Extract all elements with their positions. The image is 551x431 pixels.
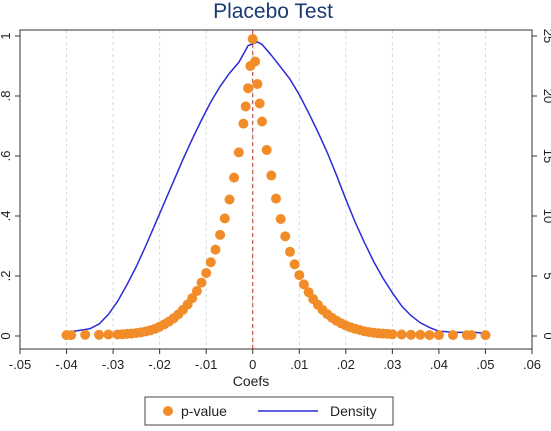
y-left-tick-label: .4: [0, 211, 13, 222]
p-value-point: [240, 101, 251, 112]
x-tick-label: .04: [430, 357, 448, 372]
y-left-tick-label: 1: [0, 32, 13, 39]
p-value-point: [196, 277, 207, 288]
x-tick-label: .06: [523, 357, 541, 372]
p-value-point: [466, 330, 477, 341]
y-right-tick-label: 10: [541, 209, 551, 223]
y-right-tick-label: 0: [541, 332, 551, 339]
p-value-point: [215, 229, 226, 240]
p-value-point: [229, 172, 240, 183]
y-left-tick-label: .2: [0, 271, 13, 282]
p-value-point: [94, 329, 105, 340]
legend-label-density: Density: [330, 403, 377, 419]
p-value-point: [298, 279, 309, 290]
p-value-point: [250, 56, 261, 67]
p-value-point: [387, 329, 398, 340]
density-line: [66, 41, 486, 335]
p-value-point: [238, 118, 249, 129]
x-tick-label: .05: [476, 357, 494, 372]
y-left-tick-label: .6: [0, 151, 13, 162]
p-value-point: [280, 231, 291, 242]
p-value-point: [187, 293, 198, 304]
p-value-point: [247, 34, 258, 44]
y-right-tick-label: 25: [541, 29, 551, 43]
y-axis-right: 0 5 10 15 20 25: [532, 29, 551, 340]
p-value-point: [252, 79, 263, 89]
x-axis-label: Coefs: [233, 373, 270, 389]
chart-title: Placebo Test: [213, 0, 333, 23]
x-tick-label: -.05: [9, 357, 31, 372]
p-value-point: [103, 329, 114, 340]
p-value-point: [424, 330, 435, 341]
x-tick-label: -.04: [55, 357, 77, 372]
p-value-point: [66, 330, 77, 341]
y-left-tick-label: .8: [0, 91, 13, 102]
legend-label-p-value: p-value: [181, 403, 227, 419]
p-value-point: [254, 98, 265, 109]
p-value-point: [80, 329, 91, 340]
y-right-tick-label: 20: [541, 89, 551, 103]
p-value-point: [233, 147, 244, 158]
grid-lines: [19, 30, 533, 349]
p-value-point: [205, 257, 216, 268]
p-value-point: [201, 268, 212, 278]
p-value-point: [224, 194, 235, 205]
p-value-point: [294, 270, 305, 281]
p-value-point: [266, 170, 277, 181]
p-value-point: [243, 83, 254, 94]
p-value-point: [406, 329, 416, 340]
p-value-point: [285, 246, 295, 257]
p-value-point: [480, 330, 491, 341]
x-tick-label: .01: [290, 357, 308, 372]
x-tick-label: .03: [383, 357, 401, 372]
x-tick-label: .02: [337, 357, 355, 372]
x-tick-label: -.02: [148, 357, 170, 372]
p-value-point: [289, 259, 300, 270]
p-value-point: [396, 329, 407, 340]
p-value-series: [61, 34, 491, 341]
p-value-point: [219, 213, 230, 224]
y-left-tick-label: 0: [0, 332, 13, 339]
legend-marker-p-value: [163, 406, 173, 416]
x-tick-label: -.01: [195, 357, 217, 372]
legend: p-value Density: [144, 396, 394, 426]
x-axis: -.05 -.04 -.03 -.02 -.01 0 .01 .02 .03 .04 .05 .06: [9, 349, 541, 372]
density-series: [66, 41, 486, 335]
y-axis-left: 0 .2 .4 .6 .8 1: [0, 32, 20, 340]
x-tick-label: 0: [249, 357, 256, 372]
p-value-point: [275, 214, 286, 224]
p-value-point: [210, 244, 221, 255]
p-value-point: [433, 330, 444, 341]
x-tick-label: -.03: [102, 357, 124, 372]
p-value-point: [415, 329, 426, 340]
p-value-point: [191, 286, 202, 296]
plot-frame: [19, 29, 533, 350]
y-right-tick-label: 15: [541, 149, 551, 163]
y-right-tick-label: 5: [541, 272, 551, 279]
p-value-point: [271, 193, 281, 204]
p-value-point: [261, 145, 272, 155]
p-value-point: [447, 330, 458, 341]
p-value-point: [257, 116, 267, 127]
